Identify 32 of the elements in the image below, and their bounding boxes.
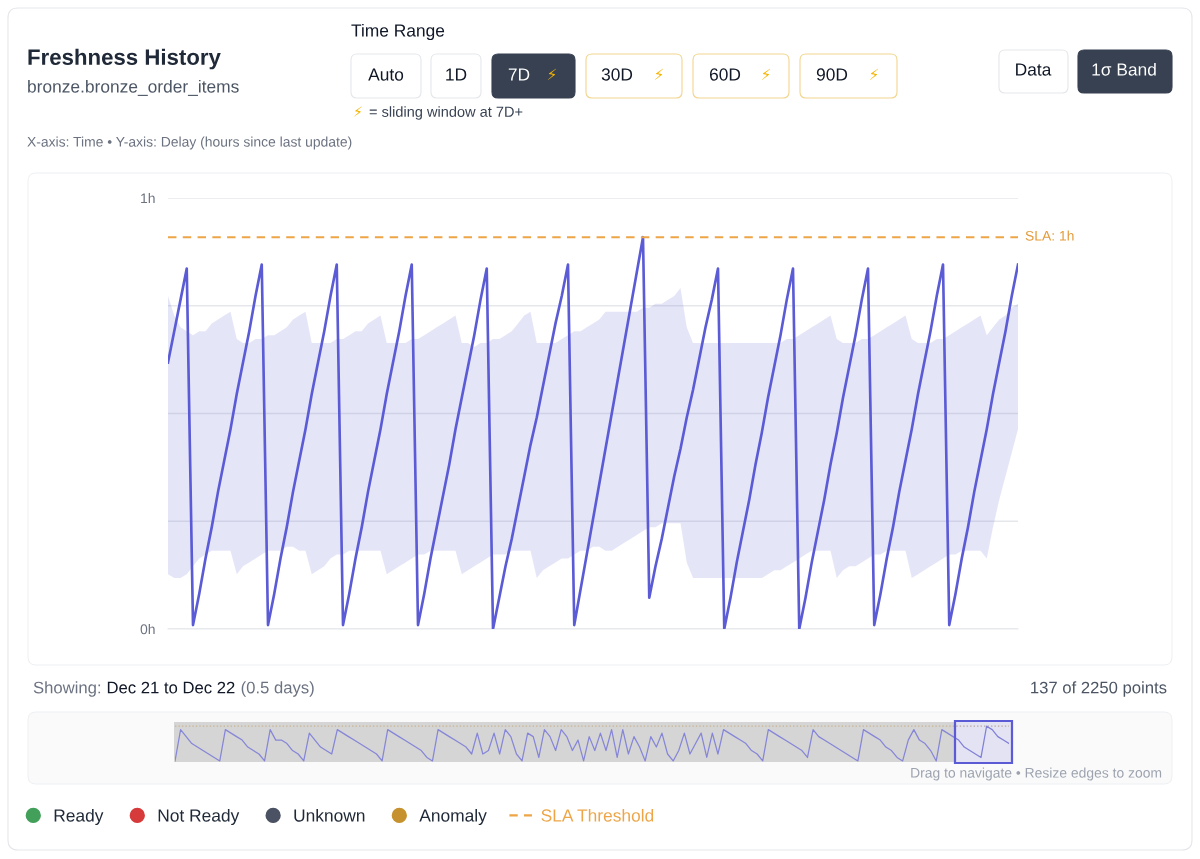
text: 60D xyxy=(709,68,741,81)
text: 90D xyxy=(816,68,848,81)
text: Drag to navigate • Resize edges to zoom xyxy=(911,767,1162,781)
legend-label: Not Ready xyxy=(158,808,240,826)
text: 137 of 2250 points xyxy=(1031,681,1167,697)
text: SLA: 1h xyxy=(1025,230,1074,241)
text: X-axis: Time • Y-axis: Delay (hours since last update) xyxy=(27,136,352,150)
legend-label: Anomaly xyxy=(419,808,487,826)
line-series xyxy=(168,235,1018,629)
text: 30D xyxy=(601,68,633,81)
chart-subtitle: bronze.bronze_order_items xyxy=(28,79,239,96)
text: ⚡ xyxy=(761,68,771,80)
text: ⚡ xyxy=(547,68,557,80)
text: Auto xyxy=(368,68,404,81)
text: Dec 21 to Dec 22 xyxy=(107,681,235,694)
text: ⚡ xyxy=(654,68,664,80)
text: Time Range xyxy=(351,23,445,41)
text: 1σ Band xyxy=(1092,62,1156,76)
text: 7D xyxy=(508,68,530,81)
text: 1D xyxy=(446,68,467,81)
text: ⚡ xyxy=(354,106,362,117)
text: Data xyxy=(1016,63,1052,76)
y-tick-label: 1h xyxy=(141,192,155,204)
text: ⚡ xyxy=(869,68,879,80)
text: Showing: xyxy=(33,681,101,697)
legend-label: Ready xyxy=(54,808,104,826)
legend-label: Unknown xyxy=(294,808,365,822)
chart-title: Freshness History xyxy=(28,48,221,70)
legend-label: SLA Threshold xyxy=(541,808,654,822)
text: (0.5 days) xyxy=(241,681,314,697)
y-tick-label: 0h xyxy=(140,623,155,635)
text: = sliding window at 7D+ xyxy=(369,106,523,120)
